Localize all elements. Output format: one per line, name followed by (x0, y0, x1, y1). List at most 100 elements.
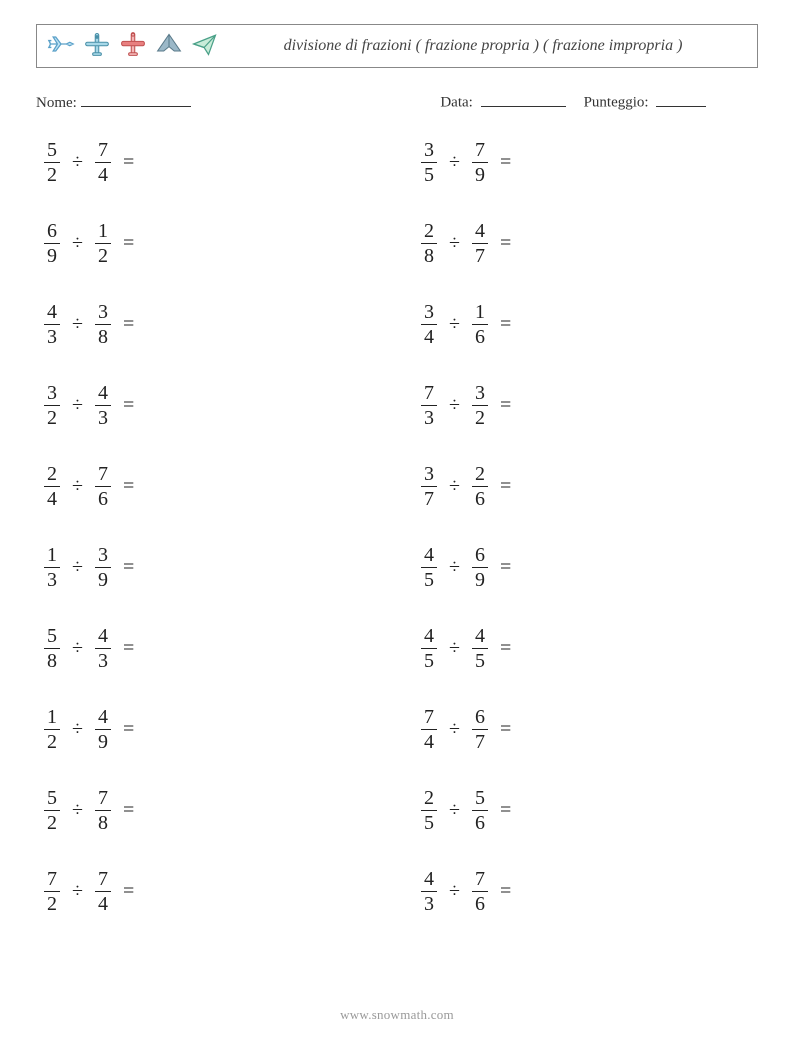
fraction: 45 (421, 626, 437, 671)
fraction: 52 (44, 140, 60, 185)
numerator: 5 (44, 626, 60, 648)
numerator: 1 (44, 707, 60, 729)
fraction: 58 (44, 626, 60, 671)
fraction: 26 (472, 464, 488, 509)
problem: 45÷69= (421, 545, 678, 590)
denominator: 9 (95, 729, 111, 752)
division-operator: ÷ (447, 718, 462, 741)
division-operator: ÷ (447, 313, 462, 336)
problem: 74÷67= (421, 707, 678, 752)
date-label: Data: (440, 95, 472, 111)
numerator: 4 (95, 707, 111, 729)
equals-sign: = (121, 799, 134, 822)
numerator: 3 (95, 545, 111, 567)
fraction: 35 (421, 140, 437, 185)
denominator: 6 (95, 486, 111, 509)
numerator: 7 (95, 140, 111, 162)
fraction: 43 (421, 869, 437, 914)
plane-top-red-icon (119, 30, 147, 63)
problem: 12÷49= (44, 707, 301, 752)
equals-sign: = (121, 232, 134, 255)
numerator: 1 (472, 302, 488, 324)
problem: 52÷74= (44, 140, 301, 185)
numerator: 4 (421, 626, 437, 648)
equals-sign: = (498, 151, 511, 174)
fraction: 39 (95, 545, 111, 590)
equals-sign: = (498, 799, 511, 822)
equals-sign: = (121, 394, 134, 417)
problem: 13÷39= (44, 545, 301, 590)
equals-sign: = (498, 394, 511, 417)
denominator: 8 (95, 324, 111, 347)
numerator: 2 (421, 221, 437, 243)
fraction: 76 (472, 869, 488, 914)
denominator: 5 (421, 810, 437, 833)
fraction: 78 (95, 788, 111, 833)
numerator: 3 (421, 464, 437, 486)
denominator: 5 (421, 567, 437, 590)
fraction: 67 (472, 707, 488, 752)
name-blank[interactable] (81, 90, 191, 107)
score-blank[interactable] (656, 90, 706, 107)
numerator: 7 (95, 788, 111, 810)
problem: 24÷76= (44, 464, 301, 509)
date-blank[interactable] (481, 90, 566, 107)
denominator: 9 (472, 162, 488, 185)
problem: 45÷45= (421, 626, 678, 671)
numerator: 2 (44, 464, 60, 486)
division-operator: ÷ (70, 151, 85, 174)
problem: 32÷43= (44, 383, 301, 428)
numerator: 7 (472, 140, 488, 162)
fraction: 47 (472, 221, 488, 266)
footer-url: www.snowmath.com (0, 1007, 794, 1023)
numerator: 3 (95, 302, 111, 324)
problem: 58÷43= (44, 626, 301, 671)
denominator: 7 (472, 729, 488, 752)
fraction: 37 (421, 464, 437, 509)
denominator: 6 (472, 810, 488, 833)
denominator: 3 (44, 324, 60, 347)
denominator: 6 (472, 891, 488, 914)
denominator: 6 (472, 486, 488, 509)
equals-sign: = (121, 151, 134, 174)
division-operator: ÷ (447, 799, 462, 822)
fraction: 13 (44, 545, 60, 590)
denominator: 2 (472, 405, 488, 428)
fraction: 74 (421, 707, 437, 752)
denominator: 5 (421, 162, 437, 185)
denominator: 4 (95, 891, 111, 914)
numerator: 3 (421, 140, 437, 162)
denominator: 2 (44, 810, 60, 833)
numerator: 3 (472, 383, 488, 405)
fraction: 28 (421, 221, 437, 266)
denominator: 7 (421, 486, 437, 509)
fraction: 43 (95, 383, 111, 428)
fraction: 12 (95, 221, 111, 266)
equals-sign: = (121, 718, 134, 741)
numerator: 4 (95, 383, 111, 405)
denominator: 3 (421, 891, 437, 914)
fraction: 32 (44, 383, 60, 428)
problem: 52÷78= (44, 788, 301, 833)
problem: 72÷74= (44, 869, 301, 914)
equals-sign: = (498, 880, 511, 903)
problem: 25÷56= (421, 788, 678, 833)
denominator: 4 (421, 324, 437, 347)
denominator: 2 (44, 405, 60, 428)
numerator: 5 (44, 140, 60, 162)
problems-grid: 52÷74=35÷79=69÷12=28÷47=43÷38=34÷16=32÷4… (36, 140, 758, 914)
fraction: 12 (44, 707, 60, 752)
division-operator: ÷ (447, 151, 462, 174)
problem: 43 ÷ 76 = (421, 869, 678, 914)
fraction: 25 (421, 788, 437, 833)
denominator: 4 (44, 486, 60, 509)
numerator: 4 (421, 545, 437, 567)
fraction: 24 (44, 464, 60, 509)
numerator: 4 (95, 626, 111, 648)
fraction: 56 (472, 788, 488, 833)
division-operator: ÷ (447, 637, 462, 660)
division-operator: ÷ (447, 880, 462, 903)
fraction: 69 (44, 221, 60, 266)
denominator: 5 (472, 648, 488, 671)
worksheet-title: divisione di frazioni ( frazione propria… (219, 36, 747, 56)
